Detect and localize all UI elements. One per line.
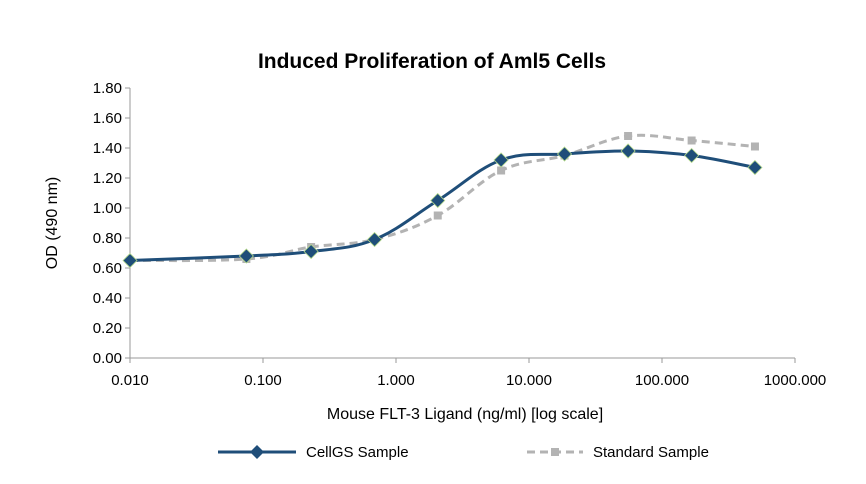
data-point-cellgs xyxy=(747,159,763,176)
legend-item-cellgs: CellGS Sample xyxy=(218,444,409,461)
y-tick-label: 1.40 xyxy=(93,140,122,157)
x-tick-label: 1000.000 xyxy=(764,372,827,389)
data-point-cellgs xyxy=(556,146,573,162)
legend-marker-cellgs xyxy=(250,445,264,459)
series-layer xyxy=(122,132,763,269)
data-point-standard xyxy=(624,132,633,140)
data-point-cellgs xyxy=(367,231,383,248)
x-tick-label: 10.000 xyxy=(506,372,552,389)
x-axis-ticks: 0.010 0.100 1.000 10.000 100.000 1000.000 xyxy=(111,358,826,389)
data-point-cellgs xyxy=(238,248,254,264)
data-point-standard xyxy=(750,142,759,151)
plot-area: 0.00 0.20 0.40 0.60 0.80 1.00 1.20 1.40 1.60 1.80… xyxy=(93,80,826,389)
y-tick-label: 1.80 xyxy=(93,80,122,97)
y-tick-label: 1.00 xyxy=(93,200,122,217)
legend-item-standard: Standard Sample xyxy=(527,444,709,461)
legend-marker-standard xyxy=(551,448,559,456)
y-tick-label: 0.40 xyxy=(93,290,122,307)
x-tick-label: 0.010 xyxy=(111,372,149,389)
x-tick-label: 1.000 xyxy=(377,372,415,389)
data-point-cellgs xyxy=(122,252,138,269)
y-tick-label: 0.00 xyxy=(93,350,122,367)
data-point-cellgs xyxy=(620,143,636,159)
data-point-standard xyxy=(497,166,506,175)
y-tick-label: 0.60 xyxy=(93,260,122,277)
legend-label-standard: Standard Sample xyxy=(593,444,709,461)
legend-label-cellgs: CellGS Sample xyxy=(306,444,409,461)
data-point-cellgs xyxy=(303,243,319,260)
x-tick-label: 0.100 xyxy=(244,372,282,389)
data-point-cellgs xyxy=(493,152,509,168)
y-tick-label: 1.20 xyxy=(93,170,122,187)
series-line-cellgs xyxy=(129,149,756,262)
y-tick-label: 0.80 xyxy=(93,230,122,247)
series-line-standard xyxy=(129,133,756,263)
x-tick-label: 100.000 xyxy=(635,372,689,389)
chart-title: Induced Proliferation of Aml5 Cells xyxy=(258,50,606,73)
legend: CellGS Sample Standard Sample xyxy=(218,444,709,461)
data-point-standard xyxy=(687,136,696,145)
x-axis-label: Mouse FLT-3 Ligand (ng/ml) [log scale] xyxy=(327,406,603,423)
y-tick-label: 1.60 xyxy=(93,110,122,127)
data-point-cellgs xyxy=(430,192,446,209)
y-tick-label: 0.20 xyxy=(93,320,122,337)
data-point-standard xyxy=(433,211,442,220)
y-axis-label: OD (490 nm) xyxy=(44,177,61,269)
y-axis-ticks: 0.00 0.20 0.40 0.60 0.80 1.00 1.20 1.40 1.60 1.80 xyxy=(93,80,130,367)
data-point-cellgs xyxy=(684,147,700,164)
